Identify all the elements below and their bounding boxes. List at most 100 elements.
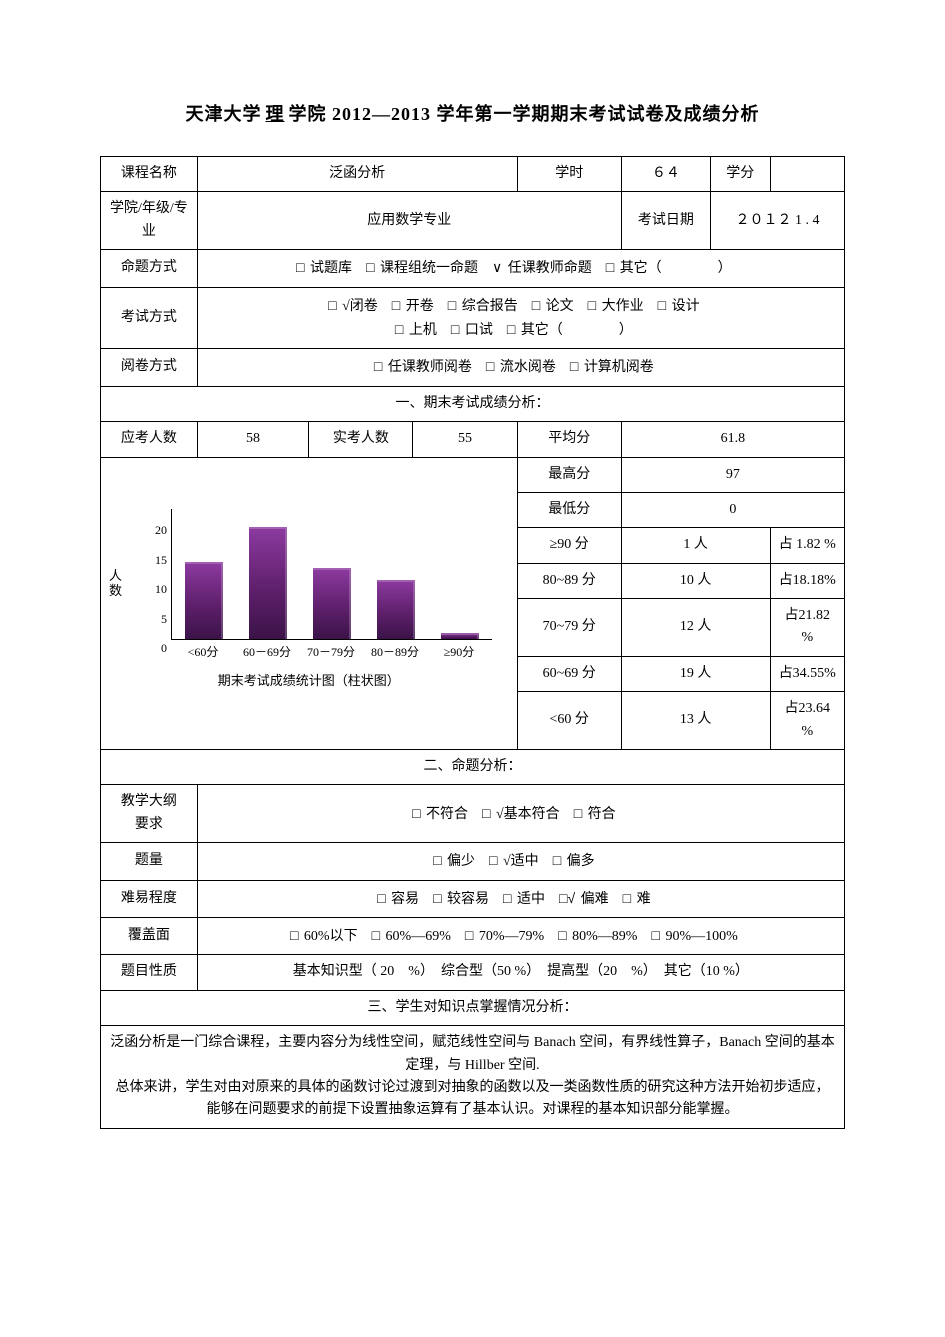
cover-options: □ 60%以下 □ 60%—69% □ 70%—79% □ 80%—89% □ 90%—…: [197, 917, 844, 954]
source-label: 命题方式: [101, 250, 198, 287]
checkbox-option: □ 60%—69%: [372, 924, 451, 948]
date-value: ２０１２ 1 . 4: [711, 192, 845, 250]
bar: [441, 633, 479, 639]
college-value: 应用数学专业: [197, 192, 621, 250]
checkbox-option: □ 容易: [377, 887, 419, 911]
checkbox-option: □ √基本符合: [482, 802, 560, 826]
stat-80-k: 80~89 分: [517, 563, 621, 598]
diff-options: □ 容易 □ 较容易 □ 适中 □√ 偏难 □ 难: [197, 880, 844, 917]
exam-analysis-document: 天津大学理学院 2012—2013 学年第一学期期末考试试卷及成绩分析 课程名称…: [0, 0, 945, 1337]
stat-max-v: 97: [621, 457, 844, 492]
stat-90-k: ≥90 分: [517, 528, 621, 563]
checkbox-option: □ 综合报告: [448, 294, 518, 318]
credit-label: 学分: [711, 157, 771, 192]
avg-value: 61.8: [621, 422, 844, 457]
row-diff: 难易程度 □ 容易 □ 较容易 □ 适中 □√ 偏难 □ 难: [101, 880, 845, 917]
checkbox-option: □ √闭卷: [328, 294, 378, 318]
avg-label: 平均分: [517, 422, 621, 457]
row-amount: 题量 □ 偏少□ √适中□ 偏多: [101, 843, 845, 880]
chart-area: [171, 509, 492, 640]
checkbox-option: □ 符合: [574, 802, 616, 826]
section2: 二、命题分析：: [101, 750, 845, 785]
stat-min-v: 0: [621, 492, 844, 527]
syllabus-options: □ 不符合□ √基本符合□ 符合: [197, 785, 844, 843]
exam-label: 考试方式: [101, 287, 198, 349]
checkbox-option: □√ 偏难: [559, 887, 609, 911]
x-tick-label: ≥90分: [429, 643, 489, 662]
checkbox-option: □ 试题库: [296, 256, 352, 280]
stat-60-k: 60~69 分: [517, 656, 621, 691]
hours-value: ６４: [621, 157, 710, 192]
x-labels: <60分60－69分70－79分80－89分≥90分: [171, 643, 491, 662]
checkbox-option: □ 计算机阅卷: [570, 355, 654, 379]
cover-label: 覆盖面: [101, 917, 198, 954]
course-name-label: 课程名称: [101, 157, 198, 192]
checkbox-option: □ 适中: [503, 887, 545, 911]
bar: [313, 568, 351, 639]
should-label: 应考人数: [101, 422, 198, 457]
stat-90-pc: 占 1.82 %: [770, 528, 844, 563]
syllabus-label: 教学大纲要求: [101, 785, 198, 843]
source-options: □ 试题库□ 课程组统一命题∨ 任课教师命题□ 其它（ ）: [197, 250, 844, 287]
checkbox-option: □ 设计: [658, 294, 700, 318]
checkbox-option: □ 开卷: [392, 294, 434, 318]
x-tick-label: 70－79分: [301, 643, 361, 662]
checkbox-option: □ 较容易: [433, 887, 489, 911]
row-counts: 应考人数 58 实考人数 55 平均分 61.8: [101, 422, 845, 457]
course-name-value: 泛函分析: [197, 157, 517, 192]
main-table: 课程名称 泛函分析 学时 ６４ 学分 学院/年级/专业 应用数学专业 考试日期 …: [100, 156, 845, 1129]
bar: [377, 580, 415, 639]
date-label: 考试日期: [621, 192, 710, 250]
row-source: 命题方式 □ 试题库□ 课程组统一命题∨ 任课教师命题□ 其它（ ）: [101, 250, 845, 287]
should-value: 58: [197, 422, 309, 457]
stat-80-pc: 占18.18%: [770, 563, 844, 598]
y-axis-label: 人数: [109, 569, 122, 598]
hours-label: 学时: [517, 157, 621, 192]
y-ticks: 05101520: [139, 509, 167, 639]
title-prefix: 天津大学: [186, 104, 262, 124]
checkbox-option: □ 60%以下: [290, 924, 358, 948]
stat-90-p: 1 人: [621, 528, 770, 563]
type-label: 题目性质: [101, 955, 198, 990]
checkbox-option: □ 偏少: [433, 849, 475, 873]
exam-options: □ √闭卷□ 开卷□ 综合报告□ 论文□ 大作业□ 设计□ 上机□ 口试□ 其它…: [197, 287, 844, 349]
checkbox-option: ∨ 任课教师命题: [492, 256, 592, 280]
stat-lt60-pc: 占23.64 %: [770, 692, 844, 750]
checkbox-option: □ 难: [623, 887, 651, 911]
credit-value: [770, 157, 844, 192]
row-type: 题目性质 基本知识型（ 20 %） 综合型（50 %） 提高型（20 %） 其它…: [101, 955, 845, 990]
checkbox-option: □ 大作业: [588, 294, 644, 318]
bar: [185, 562, 223, 639]
college-label: 学院/年级/专业: [101, 192, 198, 250]
amount-options: □ 偏少□ √适中□ 偏多: [197, 843, 844, 880]
stat-max-k: 最高分: [517, 457, 621, 492]
bar-chart: 人数 05101520 <60分60－69分70－79分80－89分≥90分 期…: [101, 499, 517, 707]
stat-80-p: 10 人: [621, 563, 770, 598]
row-mark: 阅卷方式 □ 任课教师阅卷□ 流水阅卷□ 计算机阅卷: [101, 349, 845, 386]
chart-caption: 期末考试成绩统计图（柱状图）: [101, 671, 517, 692]
actual-label: 实考人数: [309, 422, 413, 457]
type-text: 基本知识型（ 20 %） 综合型（50 %） 提高型（20 %） 其它（10 %…: [197, 955, 844, 990]
diff-label: 难易程度: [101, 880, 198, 917]
row-college: 学院/年级/专业 应用数学专业 考试日期 ２０１２ 1 . 4: [101, 192, 845, 250]
checkbox-option: □ 90%—100%: [651, 924, 737, 948]
row-syllabus: 教学大纲要求 □ 不符合□ √基本符合□ 符合: [101, 785, 845, 843]
section3: 三、学生对知识点掌握情况分析：: [101, 990, 845, 1025]
checkbox-option: □ 课程组统一命题: [366, 256, 478, 280]
checkbox-option: □ 70%—79%: [465, 924, 544, 948]
section1: 一、期末考试成绩分析：: [101, 386, 845, 421]
x-tick-label: 80－89分: [365, 643, 425, 662]
row-course: 课程名称 泛函分析 学时 ６４ 学分: [101, 157, 845, 192]
checkbox-option: □ 80%—89%: [558, 924, 637, 948]
stat-min-k: 最低分: [517, 492, 621, 527]
stat-60-pc: 占34.55%: [770, 656, 844, 691]
bar: [249, 527, 287, 639]
x-tick-label: 60－69分: [237, 643, 297, 662]
mark-options: □ 任课教师阅卷□ 流水阅卷□ 计算机阅卷: [197, 349, 844, 386]
stat-70-k: 70~79 分: [517, 599, 621, 657]
checkbox-option: □ 任课教师阅卷: [374, 355, 472, 379]
checkbox-option: □ 论文: [532, 294, 574, 318]
checkbox-option: □ 上机: [395, 318, 437, 342]
stat-lt60-k: <60 分: [517, 692, 621, 750]
mark-label: 阅卷方式: [101, 349, 198, 386]
